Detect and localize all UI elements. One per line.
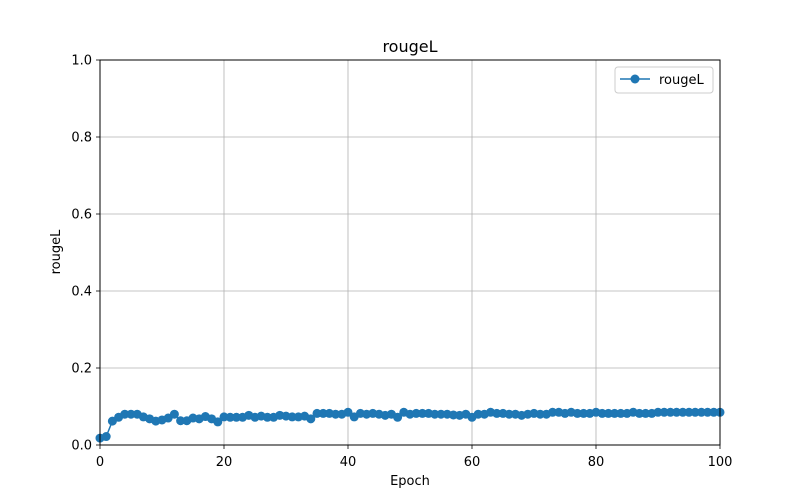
data-point-epoch-78 <box>579 408 589 418</box>
data-point-epoch-21 <box>225 412 235 422</box>
y-tick-label: 0.0 <box>71 439 92 454</box>
data-point-epoch-36 <box>318 408 328 418</box>
y-tick-label: 0.2 <box>71 362 92 377</box>
x-tick-label: 20 <box>216 455 233 470</box>
data-point-epoch-90 <box>653 407 663 417</box>
x-axis-ticks: 0 20 40 60 80 100 <box>96 445 733 470</box>
data-point-epoch-95 <box>684 407 694 417</box>
data-point-epoch-38 <box>331 409 341 419</box>
data-point-epoch-31 <box>287 412 297 422</box>
data-point-epoch-83 <box>610 408 620 418</box>
data-point-epoch-96 <box>690 407 700 417</box>
legend-label: rougeL <box>659 73 705 88</box>
y-tick-label: 1.0 <box>71 54 92 69</box>
data-point-epoch-64 <box>492 408 502 418</box>
data-point-epoch-27 <box>262 412 272 422</box>
data-point-epoch-12 <box>169 409 179 419</box>
data-point-epoch-99 <box>709 407 719 417</box>
data-point-epoch-81 <box>597 408 607 418</box>
x-tick-label: 100 <box>708 455 733 470</box>
y-axis-ticks: 0.0 0.2 0.4 0.6 0.8 1.0 <box>71 54 100 454</box>
data-point-epoch-77 <box>572 408 582 418</box>
data-point-epoch-92 <box>665 407 675 417</box>
data-point-epoch-71 <box>535 409 545 419</box>
plot-frame <box>99 59 721 446</box>
data-point-epoch-55 <box>436 409 446 419</box>
data-point-epoch-22 <box>231 412 241 422</box>
x-tick-label: 0 <box>96 455 104 470</box>
data-point-epoch-13 <box>176 416 186 426</box>
y-tick-label: 0.4 <box>71 285 92 300</box>
data-point-epoch-88 <box>641 408 651 418</box>
data-point-epoch-40 <box>343 407 353 417</box>
legend: rougeL <box>614 66 714 94</box>
data-point-epoch-98 <box>703 407 713 417</box>
data-point-epoch-66 <box>504 409 514 419</box>
data-point-epoch-34 <box>306 414 316 424</box>
x-tick-label: 40 <box>340 455 357 470</box>
data-point-epoch-19 <box>213 417 223 427</box>
data-point-epoch-87 <box>634 408 644 418</box>
data-point-epoch-61 <box>473 409 483 419</box>
y-axis-label: rougeL <box>49 229 64 275</box>
series-layer <box>95 407 725 443</box>
data-point-epoch-5 <box>126 409 136 419</box>
data-point-epoch-51 <box>411 408 421 418</box>
data-point-epoch-93 <box>672 407 682 417</box>
data-point-epoch-54 <box>430 409 440 419</box>
data-point-epoch-82 <box>603 408 613 418</box>
x-axis-label: Epoch <box>390 474 430 489</box>
chart-title: rougeL <box>382 37 437 56</box>
data-point-epoch-73 <box>548 407 558 417</box>
data-point-epoch-1 <box>101 432 111 442</box>
y-tick-label: 0.8 <box>71 131 92 146</box>
data-point-epoch-52 <box>417 408 427 418</box>
plot-area <box>100 60 720 445</box>
data-point-epoch-4 <box>120 409 130 419</box>
legend-marker-sample <box>630 74 640 84</box>
data-point-epoch-84 <box>616 408 626 418</box>
data-point-epoch-35 <box>312 408 322 418</box>
data-point-epoch-97 <box>696 407 706 417</box>
data-point-epoch-94 <box>678 407 688 417</box>
data-point-epoch-48 <box>393 412 403 422</box>
legend-box <box>614 66 714 94</box>
y-tick-label: 0.6 <box>71 208 92 223</box>
x-tick-label: 80 <box>588 455 605 470</box>
x-tick-label: 60 <box>464 455 481 470</box>
data-point-epoch-91 <box>659 407 669 417</box>
grid-lines <box>99 59 721 446</box>
